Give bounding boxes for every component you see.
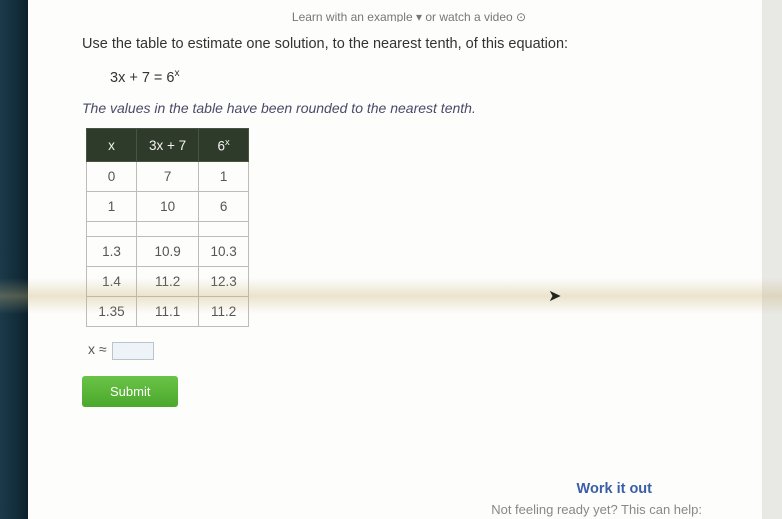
left-rail (0, 0, 28, 519)
col-header-6x-exp: x (225, 137, 230, 148)
cell: 12.3 (199, 267, 249, 297)
cell: 1 (87, 192, 137, 222)
cell: 0 (87, 162, 137, 192)
cell: 10.3 (199, 237, 249, 267)
answer-row: x ≈ (88, 341, 736, 359)
cell (199, 222, 249, 237)
sub-prompt: The values in the table have been rounde… (82, 100, 736, 116)
col-header-6x-base: 6 (218, 138, 226, 153)
answer-label: x ≈ (88, 341, 107, 357)
table-row: 1.35 11.1 11.2 (87, 297, 249, 327)
cell: 1.3 (87, 237, 137, 267)
top-links[interactable]: Learn with an example ▾ or watch a video… (82, 10, 736, 22)
cell: 10 (137, 192, 199, 222)
equation-text: 3x + 7 = 6 (110, 70, 175, 86)
answer-input[interactable] (112, 342, 154, 360)
cell: 1.35 (87, 297, 137, 327)
equation: 3x + 7 = 6x (110, 68, 736, 86)
work-it-out-link[interactable]: Work it out (577, 481, 652, 497)
table-row: 1.4 11.2 12.3 (87, 267, 249, 297)
cell: 11.2 (199, 297, 249, 327)
problem-page: Learn with an example ▾ or watch a video… (28, 0, 762, 519)
col-header-3x7: 3x + 7 (137, 128, 199, 162)
cell: 10.9 (137, 237, 199, 267)
cell: 11.1 (137, 297, 199, 327)
table-header-row: x 3x + 7 6x (87, 128, 249, 162)
table-row: 0 7 1 (87, 162, 249, 192)
col-header-6x: 6x (199, 128, 249, 162)
values-table: x 3x + 7 6x 0 7 1 1 10 6 (86, 128, 249, 328)
cell: 1.4 (87, 267, 137, 297)
cell: 1 (199, 162, 249, 192)
table-row (87, 222, 249, 237)
cell: 6 (199, 192, 249, 222)
table-row: 1 10 6 (87, 192, 249, 222)
cell (87, 222, 137, 237)
col-header-x: x (87, 128, 137, 162)
not-feeling-ready-text: Not feeling ready yet? This can help: (491, 502, 702, 517)
equation-exponent: x (175, 68, 180, 79)
cell: 7 (137, 162, 199, 192)
table-row: 1.3 10.9 10.3 (87, 237, 249, 267)
cell: 11.2 (137, 267, 199, 297)
submit-button[interactable]: Submit (82, 376, 178, 407)
cell (137, 222, 199, 237)
problem-prompt: Use the table to estimate one solution, … (82, 36, 736, 52)
